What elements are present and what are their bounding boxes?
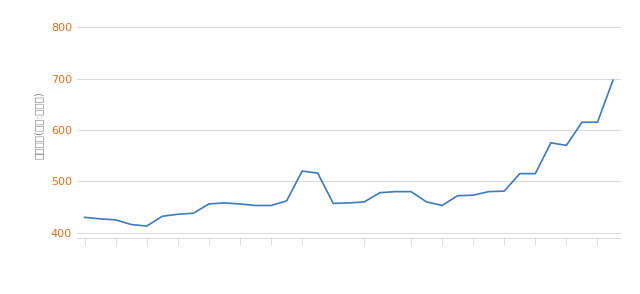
Y-axis label: 거래금액(단위:백만원): 거래금액(단위:백만원) [34, 91, 44, 159]
